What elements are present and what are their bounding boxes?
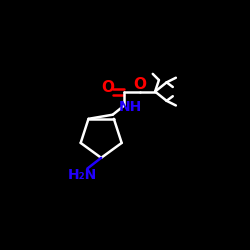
Text: H₂N: H₂N <box>68 168 97 182</box>
Text: NH: NH <box>119 100 142 114</box>
Text: O: O <box>101 80 114 95</box>
Text: O: O <box>133 77 146 92</box>
